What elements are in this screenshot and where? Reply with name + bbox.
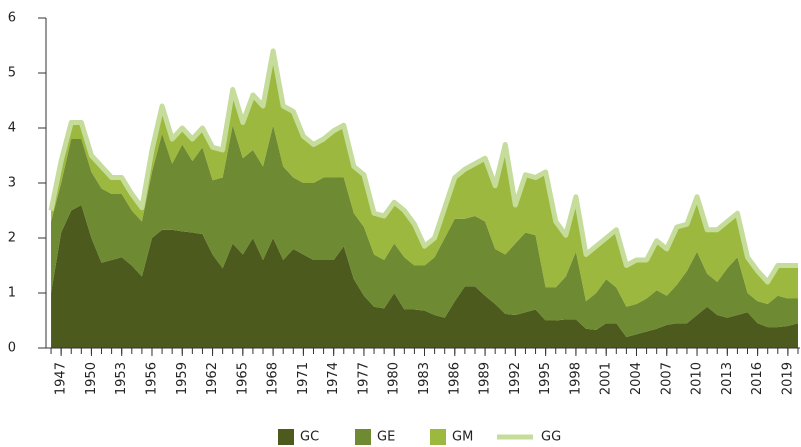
x-tick-label: 1998 <box>568 362 583 395</box>
x-tick-label: 1962 <box>205 362 220 395</box>
x-tick-label: 1968 <box>266 362 281 395</box>
y-tick-label: 4 <box>8 121 16 136</box>
x-tick-label: 1959 <box>175 362 190 395</box>
legend-label: GE <box>377 430 395 445</box>
legend-swatch <box>278 429 294 445</box>
x-tick-label: 1986 <box>447 362 462 395</box>
y-tick-label: 5 <box>8 66 16 81</box>
x-tick-label: 1983 <box>417 362 432 395</box>
x-tick-label: 2010 <box>690 362 705 395</box>
area <box>51 125 798 337</box>
x-tick-label: 1992 <box>508 362 523 395</box>
legend-label: GM <box>452 430 473 445</box>
x-tick-label: 2007 <box>659 362 674 395</box>
x-tick-label: 2019 <box>780 362 795 395</box>
x-tick-label: 1947 <box>54 362 69 395</box>
x-tick-label: 1953 <box>114 362 129 395</box>
x-tick-label: 1980 <box>387 362 402 395</box>
x-tick-label: 1950 <box>84 362 99 395</box>
x-tick-label: 2013 <box>720 362 735 395</box>
legend-label: GG <box>541 430 561 445</box>
x-tick-label: 1995 <box>538 362 553 395</box>
y-tick-label: 3 <box>8 176 16 191</box>
line-series <box>48 48 798 285</box>
y-tick-label: 0 <box>8 341 16 356</box>
legend-swatch <box>430 429 446 445</box>
y-tick-label: 6 <box>8 11 16 26</box>
area <box>51 51 798 307</box>
x-tick-label: 1974 <box>326 362 341 395</box>
y-tick-label: 1 <box>8 286 16 301</box>
x-tick-label: 1971 <box>296 362 311 395</box>
x-tick-label: 2001 <box>599 362 614 395</box>
x-tick-label: 1977 <box>356 362 371 395</box>
legend-label: GC <box>300 430 319 445</box>
x-tick-label: 1956 <box>144 362 159 395</box>
x-tick-label: 2016 <box>750 362 765 395</box>
y-tick-label: 2 <box>8 231 16 246</box>
area <box>51 205 798 348</box>
legend-swatch <box>355 429 371 445</box>
x-tick-label: 2004 <box>629 362 644 395</box>
x-tick-label: 1989 <box>478 362 493 395</box>
x-tick-label: 1965 <box>235 362 250 395</box>
